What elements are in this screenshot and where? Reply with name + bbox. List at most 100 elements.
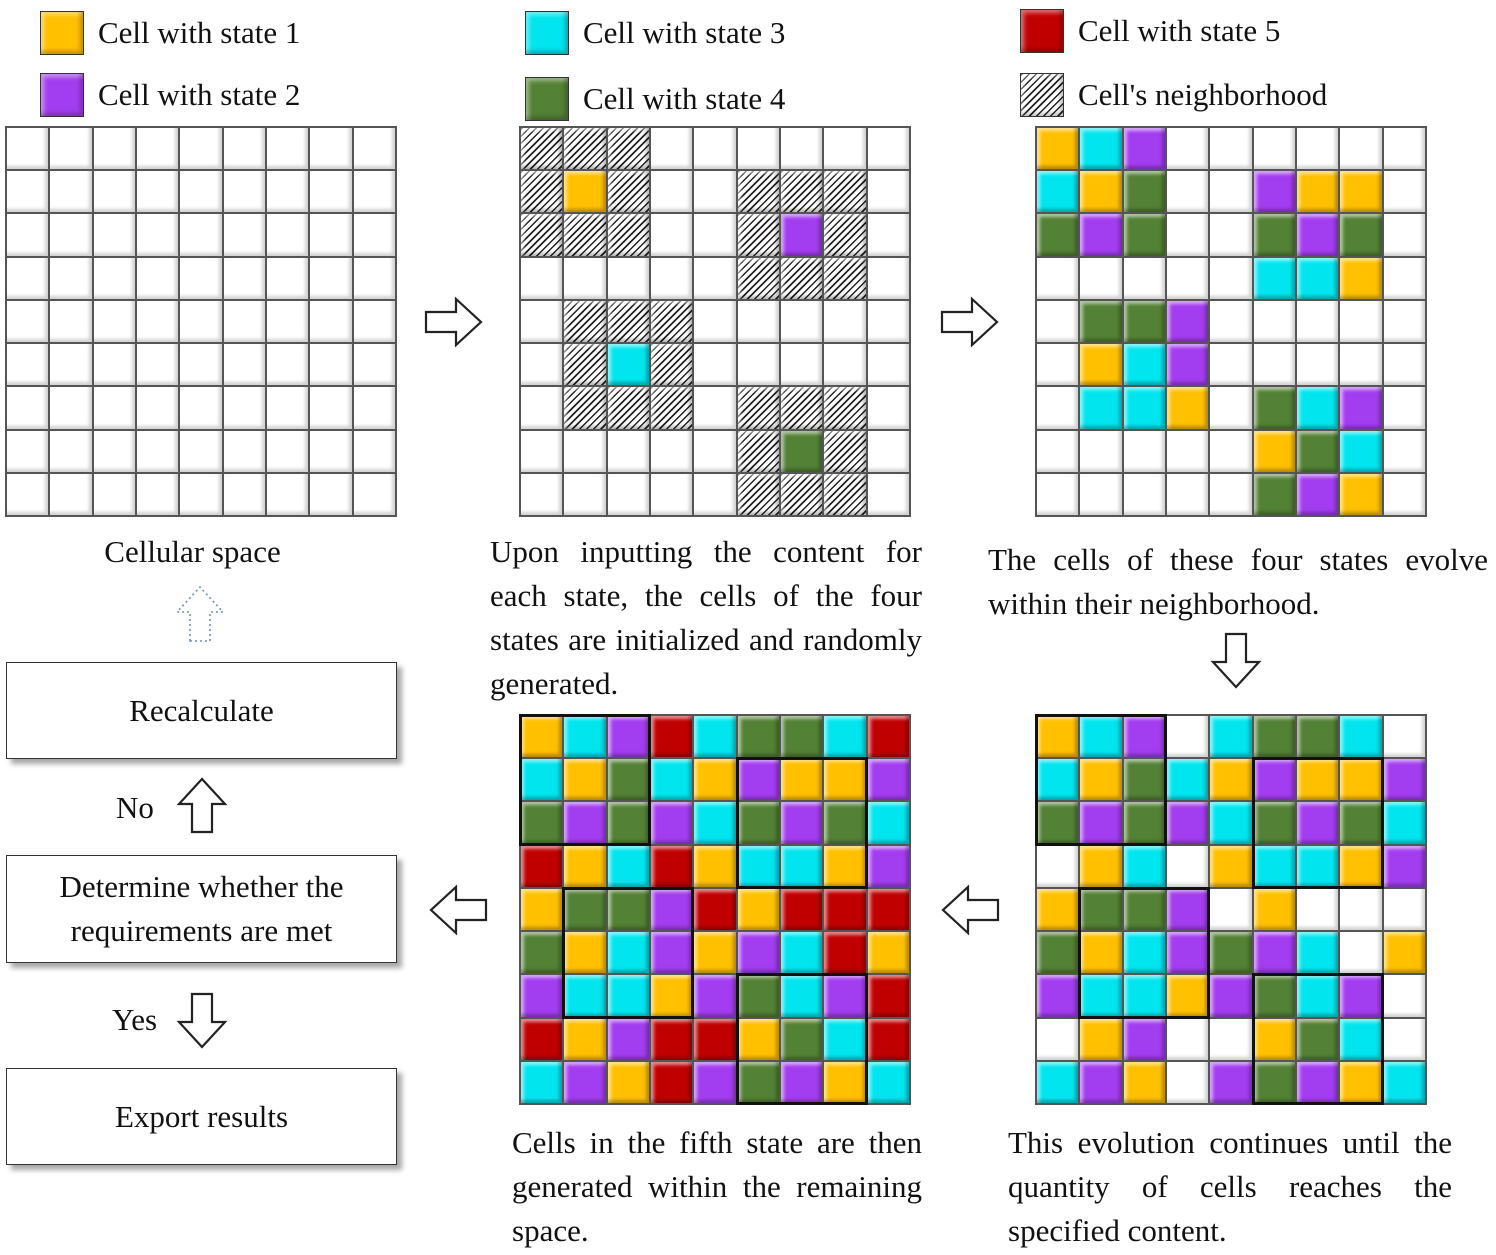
empty-cell (222, 386, 266, 430)
neighborhood-cell (736, 170, 780, 214)
empty-cell (179, 343, 223, 387)
state-2-cell (1079, 801, 1123, 845)
empty-cell (1209, 429, 1253, 473)
state-1-cell (1036, 887, 1080, 932)
empty-cell (352, 343, 396, 387)
state-1-cell (736, 1017, 780, 1061)
state-2-cell (1122, 1017, 1166, 1061)
state-2-cell (1252, 931, 1296, 975)
state-4-cell (779, 715, 824, 759)
state-2-cell (1339, 386, 1383, 430)
state-3-cell (1295, 931, 1340, 975)
empty-cell (6, 299, 50, 344)
empty-cell (1339, 127, 1383, 171)
state-2-cell (563, 1060, 607, 1104)
state-3-cell (1122, 844, 1166, 888)
state-1-cell (823, 758, 867, 802)
state-3-cell (1252, 844, 1296, 888)
neighborhood-cell (736, 213, 780, 257)
empty-cell (1209, 213, 1253, 257)
empty-cell (1382, 127, 1426, 171)
state-1-cell (1079, 343, 1123, 387)
empty-cell (309, 472, 353, 516)
legend-label: Cell's neighborhood (1078, 77, 1328, 112)
empty-cell (1339, 931, 1383, 975)
state-2-cell (1252, 758, 1296, 802)
arrow-up-icon (176, 777, 228, 834)
state-5-cell (693, 887, 737, 932)
state-3-cell (1295, 974, 1340, 1018)
continued-grid (1035, 714, 1427, 1105)
state-3-cell (1165, 758, 1210, 802)
empty-cell (179, 213, 223, 257)
state-4-cell (606, 758, 650, 802)
empty-cell (6, 386, 50, 430)
state-5-cell (649, 844, 694, 888)
empty-cell (222, 127, 266, 171)
neighborhood-cell (649, 299, 694, 344)
state-1-cell (693, 931, 737, 975)
state-3-cell (779, 931, 824, 975)
empty-cell (1209, 299, 1253, 344)
empty-cell (179, 256, 223, 300)
neighborhood-cell (606, 170, 650, 214)
state-4-cell (1122, 299, 1166, 344)
neighborhood-cell (649, 386, 694, 430)
state-1-cell (736, 887, 780, 932)
determine-label: Determine whether the requirements are m… (59, 869, 344, 948)
legend-swatch-state-2 (40, 73, 84, 117)
empty-cell (352, 429, 396, 473)
empty-cell (693, 127, 737, 171)
neighborhood-cell (779, 256, 824, 300)
empty-cell (135, 170, 180, 214)
state-3-cell (1295, 386, 1340, 430)
empty-cell (1036, 386, 1080, 430)
empty-cell (135, 256, 180, 300)
empty-cell (222, 170, 266, 214)
state-3-cell (649, 758, 694, 802)
state-3-cell (520, 758, 564, 802)
state-2-cell (1122, 127, 1166, 171)
state-1-cell (563, 1017, 607, 1061)
empty-cell (779, 343, 824, 387)
empty-cell (309, 343, 353, 387)
neighborhood-cell (823, 472, 867, 516)
state-5-cell (866, 974, 910, 1018)
state-3-cell (736, 844, 780, 888)
state-4-cell (779, 1017, 824, 1061)
empty-cell (222, 472, 266, 516)
legend-label: Cell with state 1 (98, 15, 301, 50)
empty-cell (1252, 343, 1296, 387)
neighborhood-cell (606, 127, 650, 171)
state-4-cell (1339, 801, 1383, 845)
empty-cell (1209, 887, 1253, 932)
neighborhood-cell (520, 213, 564, 257)
initialized-grid (519, 126, 911, 517)
empty-cell (1339, 887, 1383, 932)
empty-cell (823, 127, 867, 171)
state-1-cell (606, 1060, 650, 1104)
state-2-cell (1339, 974, 1383, 1018)
state-3-cell (1079, 386, 1123, 430)
arrow-right-icon (940, 296, 999, 348)
empty-cell (866, 170, 910, 214)
empty-cell (49, 472, 93, 516)
empty-cell (1079, 472, 1123, 516)
legend-item-neighborhood: Cell's neighborhood (1020, 72, 1327, 118)
cellular-space-grid (5, 126, 397, 517)
caption-initialize: Upon inputting the content for each stat… (490, 534, 922, 701)
empty-cell (6, 472, 50, 516)
empty-cell (1382, 1017, 1426, 1061)
neighborhood-cell (563, 213, 607, 257)
state-4-cell (736, 974, 780, 1018)
state-4-cell (736, 715, 780, 759)
arrow-right-icon (424, 296, 483, 348)
state-3-cell (866, 1060, 910, 1104)
state-3-cell (1339, 429, 1383, 473)
empty-cell (222, 213, 266, 257)
neighborhood-cell (823, 213, 867, 257)
empty-cell (866, 127, 910, 171)
empty-cell (49, 213, 93, 257)
empty-cell (606, 429, 650, 473)
legend-item-state-2: Cell with state 2 (40, 72, 300, 118)
